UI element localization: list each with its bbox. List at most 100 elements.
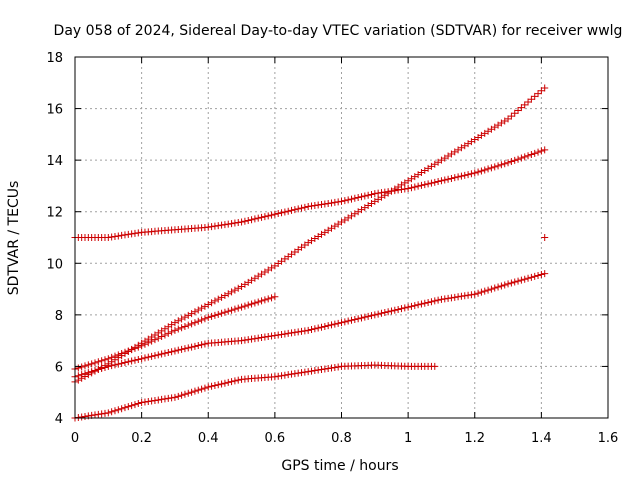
data-point bbox=[304, 203, 312, 211]
data-point bbox=[431, 178, 439, 186]
data-point bbox=[314, 324, 322, 332]
data-point bbox=[144, 353, 152, 361]
data-point bbox=[208, 382, 216, 390]
data-point bbox=[118, 231, 126, 239]
data-point bbox=[164, 329, 172, 337]
axis-ticks bbox=[74, 56, 609, 419]
data-point bbox=[168, 328, 176, 336]
data-point bbox=[94, 410, 102, 418]
data-point bbox=[357, 314, 365, 322]
data-point bbox=[254, 298, 262, 306]
data-point bbox=[304, 326, 312, 334]
data-point bbox=[188, 388, 196, 396]
data-point bbox=[74, 372, 82, 380]
data-point bbox=[244, 301, 252, 309]
data-point bbox=[298, 204, 306, 212]
data-point bbox=[138, 355, 146, 363]
data-point bbox=[248, 216, 256, 224]
data-point bbox=[527, 151, 535, 159]
data-point bbox=[194, 342, 202, 350]
data-point bbox=[284, 329, 292, 337]
data-point bbox=[84, 361, 92, 369]
data-point bbox=[541, 234, 549, 241]
data-point bbox=[491, 163, 499, 171]
data-point bbox=[281, 330, 289, 338]
data-point bbox=[101, 409, 109, 417]
x-axis-label: GPS time / hours bbox=[281, 458, 398, 474]
data-point bbox=[501, 281, 509, 289]
data-point bbox=[228, 378, 236, 386]
data-point bbox=[221, 379, 229, 387]
data-point bbox=[208, 312, 216, 320]
data-point bbox=[321, 365, 329, 373]
data-point bbox=[484, 165, 492, 173]
data-point bbox=[268, 294, 276, 302]
data-point bbox=[384, 308, 392, 316]
data-point bbox=[261, 213, 269, 221]
data-point bbox=[294, 369, 302, 377]
data-point bbox=[218, 380, 226, 388]
data-point bbox=[238, 218, 246, 226]
data-point bbox=[314, 366, 322, 374]
data-point bbox=[214, 381, 222, 389]
data-point bbox=[308, 326, 316, 334]
data-point bbox=[338, 197, 345, 205]
data-point bbox=[228, 220, 236, 228]
data-point bbox=[491, 284, 499, 292]
data-point bbox=[251, 299, 259, 307]
data-point bbox=[497, 161, 505, 169]
data-point bbox=[181, 313, 189, 321]
data-point bbox=[138, 342, 146, 350]
data-point bbox=[271, 373, 279, 381]
data-point bbox=[221, 292, 229, 300]
data-point bbox=[338, 319, 345, 327]
data-point bbox=[94, 358, 102, 366]
data-point bbox=[158, 395, 166, 403]
data-point bbox=[414, 301, 422, 309]
data-point bbox=[391, 187, 399, 195]
data-point bbox=[111, 407, 119, 415]
data-point bbox=[421, 299, 429, 307]
data-point bbox=[354, 194, 362, 202]
data-point bbox=[234, 376, 242, 384]
data-point bbox=[111, 352, 119, 360]
data-point bbox=[507, 279, 515, 287]
data-point bbox=[288, 329, 296, 337]
data-point bbox=[178, 315, 186, 323]
data-point bbox=[481, 166, 489, 174]
data-point bbox=[487, 285, 495, 293]
y-tick-label: 8 bbox=[55, 309, 63, 324]
data-point bbox=[288, 206, 296, 214]
data-point bbox=[148, 337, 156, 345]
data-point bbox=[377, 309, 385, 317]
data-point bbox=[134, 400, 142, 408]
data-point bbox=[291, 370, 299, 378]
data-point bbox=[128, 357, 136, 365]
data-point bbox=[171, 393, 179, 401]
data-point bbox=[474, 168, 482, 176]
data-point bbox=[218, 309, 226, 317]
data-point bbox=[464, 171, 472, 179]
data-point bbox=[437, 295, 445, 303]
data-point bbox=[531, 149, 539, 157]
data-point bbox=[161, 395, 169, 403]
data-point bbox=[211, 382, 219, 390]
x-tick-label: 0.4 bbox=[198, 431, 219, 446]
data-point bbox=[151, 396, 159, 404]
data-point bbox=[481, 287, 489, 295]
data-point bbox=[84, 369, 92, 377]
data-point bbox=[234, 219, 242, 227]
data-point bbox=[214, 310, 222, 318]
data-point bbox=[291, 328, 299, 336]
data-point bbox=[447, 174, 455, 182]
data-point bbox=[367, 312, 375, 320]
data-point bbox=[121, 359, 129, 367]
data-point bbox=[288, 370, 296, 378]
data-point bbox=[424, 180, 432, 188]
data-point bbox=[204, 301, 212, 309]
data-point bbox=[128, 346, 136, 354]
data-point bbox=[211, 297, 219, 305]
data-point bbox=[144, 397, 152, 405]
data-point bbox=[198, 341, 206, 349]
